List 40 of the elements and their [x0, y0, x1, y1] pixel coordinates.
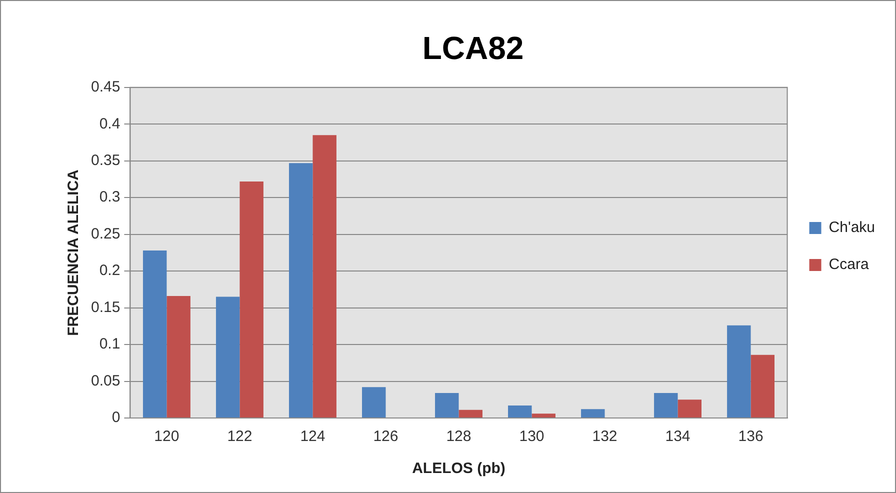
bar [435, 393, 459, 418]
x-tick-label: 128 [446, 428, 472, 446]
bar [458, 410, 482, 418]
chart-title: LCA82 [422, 30, 524, 66]
bar [362, 387, 386, 418]
y-tick-label: 0.3 [99, 188, 120, 206]
bar [216, 296, 240, 418]
y-tick-label: 0.25 [90, 225, 120, 242]
y-tick-label: 0.2 [99, 262, 120, 280]
x-tick-label: 120 [154, 428, 180, 446]
x-tick-label: 122 [227, 428, 252, 446]
x-tick-label: 130 [519, 428, 544, 446]
bar [312, 135, 336, 418]
y-tick-label: 0.4 [99, 115, 120, 132]
x-tick-label: 132 [592, 428, 618, 446]
bar [508, 406, 532, 418]
y-tick-label: 0.05 [90, 372, 120, 390]
y-tick-label: 0.45 [90, 78, 120, 96]
legend-label: Ccara [828, 256, 870, 274]
x-tick-label: 126 [373, 428, 398, 446]
x-tick-label: 124 [300, 428, 326, 446]
bar [288, 163, 313, 418]
bar [678, 400, 702, 418]
y-tick-label: 0.35 [90, 152, 120, 170]
y-tick-label: 0.1 [99, 336, 120, 353]
y-tick-label: 0 [112, 409, 120, 426]
bar [240, 181, 264, 418]
x-tick-label: 136 [738, 428, 764, 446]
legend-label: Ch'aku [828, 219, 876, 236]
x-axis-title: ALELOS (pb) [412, 460, 506, 478]
y-tick-label: 0.15 [90, 298, 120, 316]
bar [142, 250, 167, 418]
y-axis-title: FRECUENCIA ALELICA [65, 169, 82, 336]
x-tick-label: 134 [665, 428, 690, 446]
bar [581, 409, 605, 418]
bar [166, 296, 190, 418]
bar [727, 325, 751, 418]
bar [750, 354, 774, 418]
bar [532, 414, 556, 418]
bar [654, 393, 678, 418]
